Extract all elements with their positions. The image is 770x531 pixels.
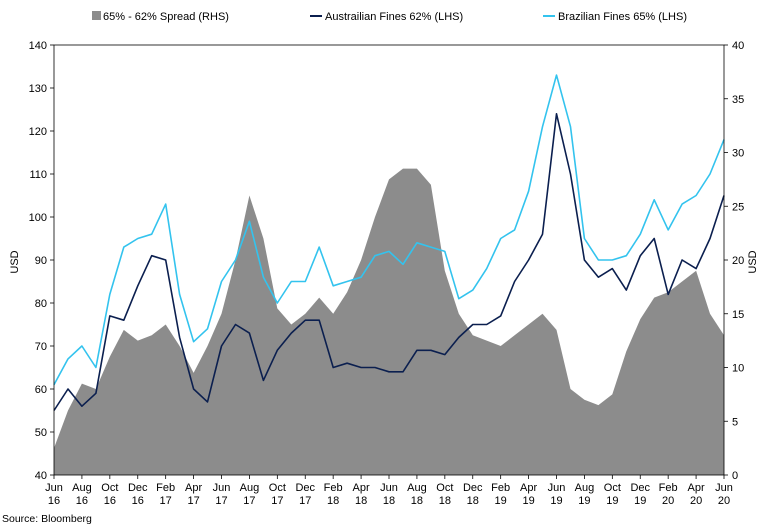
series-australian-line (53, 113, 725, 411)
x-tick-label-year: 16 (76, 495, 88, 507)
legend: 65% - 62% Spread (RHS) Austrailian Fines… (92, 11, 687, 23)
left-tick-label: 120 (29, 126, 47, 138)
x-tick-label-month: Dec (295, 482, 315, 494)
legend-swatch-spread (92, 11, 101, 20)
x-tick-label-month: Apr (185, 482, 202, 494)
legend-label-spread: 65% - 62% Spread (RHS) (103, 11, 229, 23)
left-axis-title: USD (9, 250, 21, 273)
right-axis: 0 5 10 15 20 25 30 35 40 (724, 40, 744, 482)
spread-area-layer (54, 168, 724, 475)
x-tick-label-year: 18 (439, 495, 451, 507)
x-tick-label-year: 18 (355, 495, 367, 507)
x-tick-label-year: 20 (718, 495, 730, 507)
left-tick-label: 40 (35, 470, 47, 482)
right-tick-label: 35 (732, 94, 744, 106)
right-tick-label: 25 (732, 201, 744, 213)
x-tick-label-year: 17 (271, 495, 283, 507)
x-tick-label-year: 16 (132, 495, 144, 507)
x-tick-label-year: 17 (215, 495, 227, 507)
x-tick-label-year: 18 (467, 495, 479, 507)
x-tick-label-year: 19 (495, 495, 507, 507)
x-tick-label-year: 16 (104, 495, 116, 507)
right-tick-label: 20 (732, 255, 744, 267)
x-tick-label-month: Apr (520, 482, 537, 494)
left-axis: 40 50 60 70 80 90 100 110 120 130 140 (29, 40, 54, 482)
x-tick-label-month: Jun (380, 482, 398, 494)
x-tick-label-month: Dec (463, 482, 483, 494)
x-tick-label-year: 19 (550, 495, 562, 507)
left-tick-label: 50 (35, 427, 47, 439)
left-tick-label: 110 (29, 169, 47, 181)
left-tick-label: 60 (35, 384, 47, 396)
right-tick-label: 15 (732, 309, 744, 321)
x-tick-label-month: Apr (688, 482, 705, 494)
x-tick-label-year: 20 (690, 495, 702, 507)
legend-label-brazilian: Brazilian Fines 65% (LHS) (558, 11, 687, 23)
x-tick-label-month: Dec (630, 482, 650, 494)
x-tick-label-year: 18 (411, 495, 423, 507)
left-tick-label: 100 (29, 212, 47, 224)
x-tick-label-year: 16 (48, 495, 60, 507)
series-brazilian-line (53, 74, 725, 386)
left-tick-label: 130 (29, 83, 47, 95)
x-tick-label-month: Aug (407, 482, 427, 494)
x-tick-label-month: Oct (101, 482, 118, 494)
legend-label-australian: Austrailian Fines 62% (LHS) (325, 11, 463, 23)
x-tick-label-year: 18 (327, 495, 339, 507)
source-note: Source: Bloomberg (2, 513, 92, 525)
x-tick-label-month: Aug (72, 482, 92, 494)
line-layer (53, 74, 725, 411)
series-spread-area (54, 168, 724, 475)
x-tick-label-year: 19 (578, 495, 590, 507)
x-tick-label-month: Jun (45, 482, 63, 494)
x-tick-label-month: Jun (213, 482, 231, 494)
right-tick-label: 0 (732, 470, 738, 482)
x-tick-label-month: Jun (548, 482, 566, 494)
x-tick-label-year: 17 (243, 495, 255, 507)
x-tick-label-year: 19 (522, 495, 534, 507)
right-tick-label: 5 (732, 416, 738, 428)
right-tick-label: 40 (732, 40, 744, 52)
x-tick-label-month: Oct (436, 482, 453, 494)
x-tick-label-year: 17 (299, 495, 311, 507)
x-tick-label-month: Aug (240, 482, 260, 494)
x-tick-label-month: Aug (575, 482, 595, 494)
left-tick-label: 80 (35, 298, 47, 310)
x-tick-label-year: 17 (160, 495, 172, 507)
left-tick-label: 90 (35, 255, 47, 267)
x-tick-label-year: 20 (662, 495, 674, 507)
x-tick-label-month: Dec (128, 482, 148, 494)
x-tick-label-year: 19 (634, 495, 646, 507)
x-tick-label-month: Feb (659, 482, 678, 494)
x-tick-label-month: Jun (715, 482, 733, 494)
x-tick-label-month: Apr (353, 482, 370, 494)
x-axis: Jun16Aug16Oct16Dec16Feb17Apr17Jun17Aug17… (45, 475, 733, 507)
left-tick-label: 140 (29, 40, 47, 52)
x-tick-label-month: Feb (324, 482, 343, 494)
x-tick-label-month: Feb (156, 482, 175, 494)
x-tick-label-year: 18 (383, 495, 395, 507)
x-tick-label-year: 19 (606, 495, 618, 507)
x-tick-label-year: 17 (187, 495, 199, 507)
right-axis-title: USD (747, 250, 759, 273)
x-tick-label-month: Oct (269, 482, 286, 494)
x-tick-label-month: Feb (491, 482, 510, 494)
right-tick-label: 10 (732, 363, 744, 375)
right-tick-label: 30 (732, 148, 744, 160)
x-tick-label-month: Oct (604, 482, 621, 494)
left-tick-label: 70 (35, 341, 47, 353)
